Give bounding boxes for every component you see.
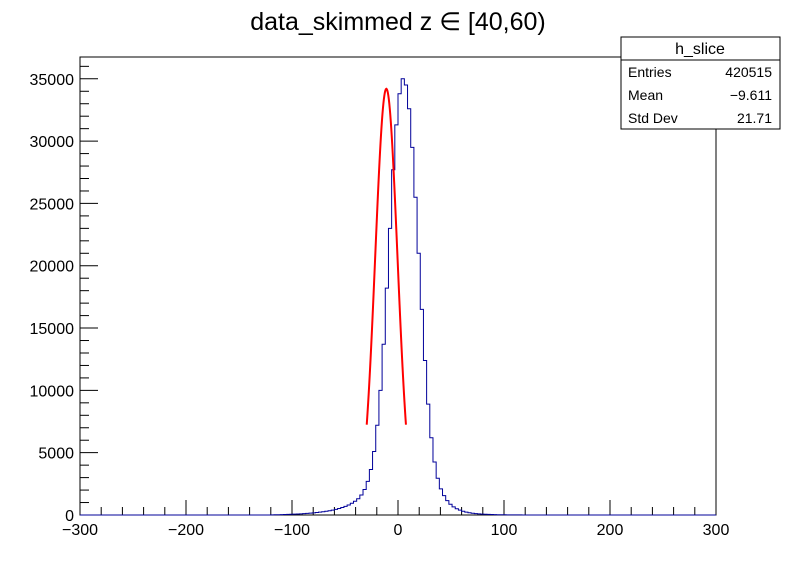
x-tick-label: −100 [274,522,310,539]
y-tick-label: 15000 [30,321,75,338]
y-tick-label: 35000 [30,72,75,89]
chart-title: data_skimmed z ∈ [40,60) [250,8,546,36]
y-tick-label: 5000 [38,446,74,463]
y-tick-label: 0 [65,508,74,525]
y-tick-label: 10000 [30,383,75,400]
stats-mean-value: −9.611 [730,87,772,103]
stats-mean-label: Mean [628,87,663,103]
y-axis: 0 5000 10000 15000 20000 25000 30000 35000 [30,65,98,525]
y-tick-label: 25000 [30,196,75,213]
histogram-series [80,78,716,516]
gaussian-fit-curve [365,87,407,425]
x-tick-label: −300 [62,522,98,539]
stats-box-frame [620,36,781,130]
x-tick-label: 100 [491,522,518,539]
x-tick-label: 0 [394,522,403,539]
stats-entries-label: Entries [628,64,672,80]
x-tick-label: −200 [168,522,204,539]
x-axis: −300 −200 −100 0 100 200 300 [62,500,729,539]
y-tick-label: 20000 [30,259,75,276]
x-tick-label: 200 [597,522,624,539]
stats-stddev-label: Std Dev [628,110,678,126]
stats-stddev-value: 21.71 [737,110,772,126]
stats-box: h_slice Entries 420515 Mean −9.611 Std D… [620,36,781,130]
x-tick-label: 300 [703,522,730,539]
y-tick-label: 30000 [30,134,75,151]
stats-box-title: h_slice [675,41,725,58]
stats-entries-value: 420515 [725,64,772,80]
